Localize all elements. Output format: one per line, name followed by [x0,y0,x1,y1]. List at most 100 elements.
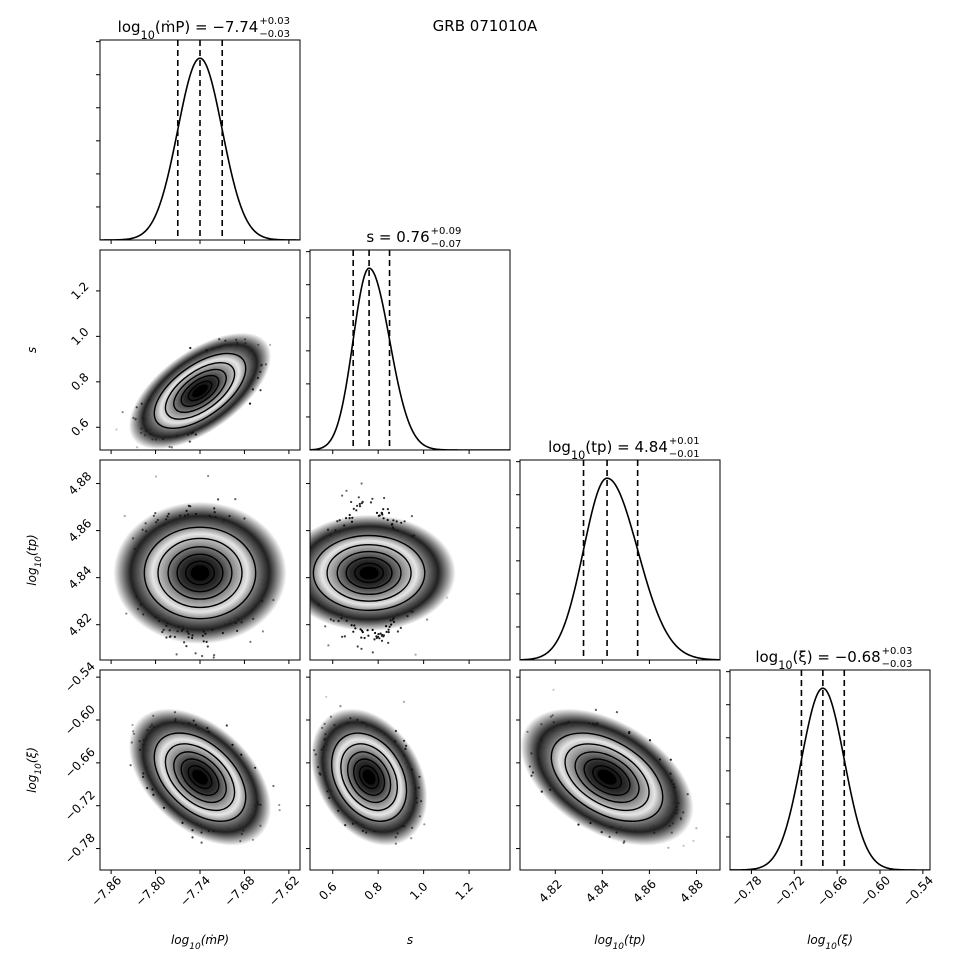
panel-log_xi-vs-s: 0.6 0.8 1.0 1.2 [306,669,511,903]
scatter-point [189,346,192,350]
contour-level-5 [592,765,623,790]
scatter-point [356,504,359,507]
scatter-point [249,640,252,644]
contour-level-5 [187,765,213,790]
title-err-minus: −0.03 [259,29,290,40]
panel-log_xi-vs-log_xi: log10(ξ) = −0.68 +0.03−0.03−0.78 −0.72 −0.6… [726,646,936,909]
scatter-point [355,509,358,512]
scatter-point [360,502,363,505]
scatter-point [385,630,388,634]
contour-level-2 [164,743,236,812]
x-tick-label: −0.54 [900,873,936,909]
contour-level-2 [564,743,650,812]
scatter-point [217,498,220,501]
panel-s-vs-log_mdot: 0.6 0.8 1.0 1.2 [68,249,301,454]
scatter-point [387,641,390,645]
scatter-point [381,513,384,516]
title-err-minus: −0.07 [431,239,462,250]
scatter-point [194,652,197,655]
x-axis-label-log_xi: log10(ξ) [807,933,853,952]
y-tick-label: 4.88 [66,469,95,498]
x-tick-label: −7.86 [88,873,124,909]
scatter-point [378,637,381,640]
scatter-point [360,647,363,650]
scatter-point [261,630,264,633]
scatter-point [345,489,348,492]
scatter-point [387,631,390,634]
panel-title-s: s = 0.76 +0.09 −0.07 [366,226,461,250]
panel-log_tp-vs-log_mdot: 4.82 4.84 4.86 4.88 [66,459,301,664]
density-peak [190,565,210,581]
y-tick-label: −0.66 [62,745,98,781]
contour-level-3 [336,550,402,596]
scatter-point [375,636,378,640]
scatter-point [259,389,262,392]
density-peak [362,769,376,785]
scatter-point [350,500,353,504]
contour-level-1 [153,352,247,430]
scatter-point [695,827,698,830]
y-tick-label: 1.0 [68,325,91,348]
x-tick-label: −0.72 [772,873,808,909]
y-tick-label: −0.72 [62,788,98,824]
panel-title-log_mdot: log10(ṁP) = −7.74 +0.03 −0.03 [118,16,290,42]
panel-s-vs-s: s = 0.76 +0.09 −0.07 [306,226,511,454]
scatter-point [387,511,391,514]
contour-level-2 [340,743,399,812]
scatter-point [396,630,399,633]
panel-log_xi-vs-log_tp: 4.82 4.84 4.86 4.88 [516,669,721,906]
scatter-point [369,501,373,504]
corner-panels: log10(ṁP) = −7.74 +0.03−0.03 0.60.81.01.2 s… [25,16,936,952]
panel-frame [309,669,511,871]
contour-level-2 [326,544,412,602]
scatter-point [375,635,378,638]
scatter-point [414,653,417,656]
scatter-point [363,636,366,640]
contour-level-3 [574,751,640,804]
scatter-point [327,644,330,647]
contour-level-1 [312,534,426,612]
scatter-point [552,688,555,692]
scatter-point [234,498,237,501]
scatter-point [352,630,355,633]
scatter-point [358,505,362,508]
scatter-point [201,654,204,658]
scatter-point [324,625,327,628]
scatter-point [380,639,384,642]
panel-frame [729,669,931,871]
scatter-point [360,482,363,485]
scatter-point [692,839,695,843]
y-tick-label: −0.78 [62,831,98,867]
scatter-point [399,626,402,630]
scatter-point [352,507,355,510]
scatter-point [278,809,281,812]
title-err-minus: −0.03 [882,659,913,670]
contour-level-5 [187,380,213,402]
y-tick-label: 4.84 [66,563,95,592]
scatter-point [348,513,351,517]
x-axis-label-log_tp: log10(tp) [594,933,645,952]
scatter-point [121,411,124,414]
contour-level-3 [167,546,233,600]
scatter-point [379,632,382,635]
contour-level-1 [330,732,408,822]
contour-level-1 [550,732,664,822]
scatter-point [341,635,344,638]
scatter-point [129,764,132,767]
scatter-point [367,634,370,637]
histogram-log_mdot [100,57,300,240]
scatter-point [185,645,188,648]
scatter-point [371,497,374,500]
contour-level-1 [153,732,247,822]
scatter-point [131,723,134,727]
scatter-point [667,846,670,849]
contour-level-5 [185,560,215,586]
panel-log_xi-vs-log_mdot: −0.78 −0.72 −0.66 −0.60 −0.54 −7.86 −7.80 −7.74… [62,659,302,909]
panel-title-log_xi: log10(ξ) = −0.68 +0.03 −0.03 [755,646,912,672]
contour-level-4 [176,553,224,593]
scatter-point [269,343,272,346]
scatter-point [410,515,413,518]
scatter-point [594,708,598,712]
contour-level-4 [345,556,393,590]
